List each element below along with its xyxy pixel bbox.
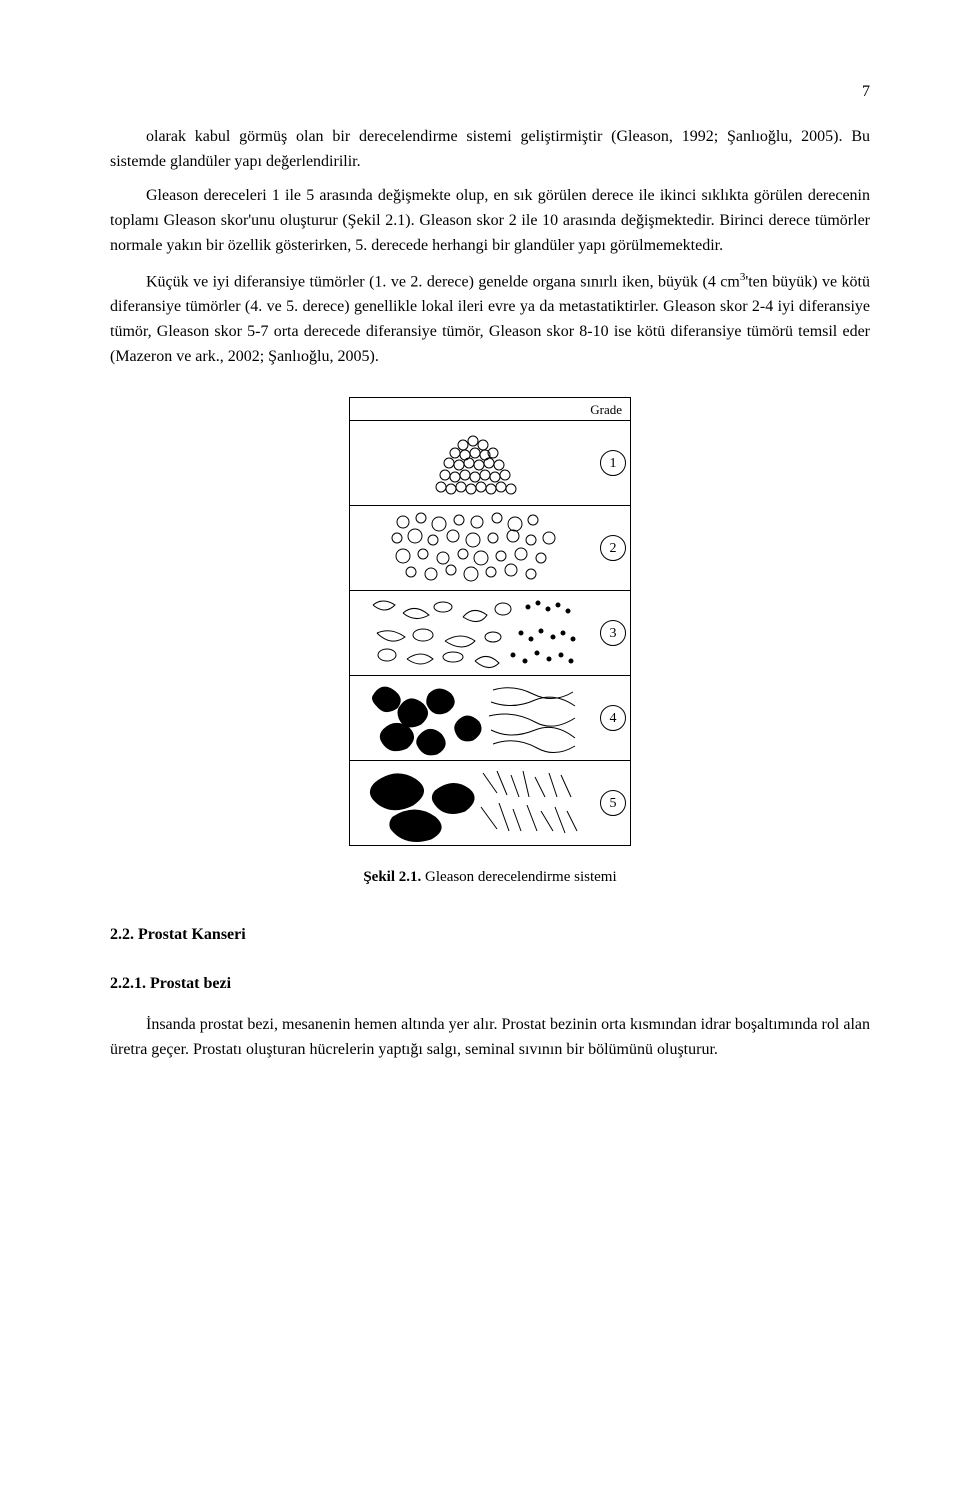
grade-number-1: 1: [600, 450, 626, 476]
grade-label-3: 3: [596, 591, 630, 675]
heading-2-2-1: 2.2.1. Prostat bezi: [110, 972, 870, 997]
page-number: 7: [110, 80, 870, 105]
paragraph-2: Gleason dereceleri 1 ile 5 arasında deği…: [110, 184, 870, 258]
grade-row-2: 2: [350, 505, 630, 590]
grade-label-1: 1: [596, 421, 630, 505]
figure-caption-bold: Şekil 2.1.: [363, 869, 421, 885]
paragraph-last: İnsanda prostat bezi, mesanenin hemen al…: [110, 1013, 870, 1063]
grade-art-4: [350, 676, 596, 760]
grade-art-5: [350, 761, 596, 845]
figure-caption-text: Gleason derecelendirme sistemi: [421, 869, 616, 885]
grade-art-1: [350, 421, 596, 505]
grade-number-3: 3: [600, 620, 626, 646]
figure-gleason: Grade 1: [110, 397, 870, 889]
grade-number-5: 5: [600, 790, 626, 816]
grade-art-2: [350, 506, 596, 590]
grade-art-3: [350, 591, 596, 675]
figure-caption: Şekil 2.1. Gleason derecelendirme sistem…: [110, 866, 870, 889]
grade-row-4: 4: [350, 675, 630, 760]
paragraph-1: olarak kabul görmüş olan bir derecelendi…: [110, 125, 870, 175]
grade-number-2: 2: [600, 535, 626, 561]
paragraph-3: Küçük ve iyi diferansiye tümörler (1. ve…: [110, 269, 870, 370]
grade-row-3: 3: [350, 590, 630, 675]
grade-label-5: 5: [596, 761, 630, 845]
figure-box: Grade 1: [349, 397, 631, 846]
grade-label-2: 2: [596, 506, 630, 590]
grade-row-1: 1: [350, 420, 630, 505]
para3-part1: Küçük ve iyi diferansiye tümörler (1. ve…: [146, 273, 740, 290]
heading-2-2: 2.2. Prostat Kanseri: [110, 923, 870, 948]
grade-row-5: 5: [350, 760, 630, 845]
grade-number-4: 4: [600, 705, 626, 731]
grade-header: Grade: [350, 398, 630, 420]
grade-label-4: 4: [596, 676, 630, 760]
